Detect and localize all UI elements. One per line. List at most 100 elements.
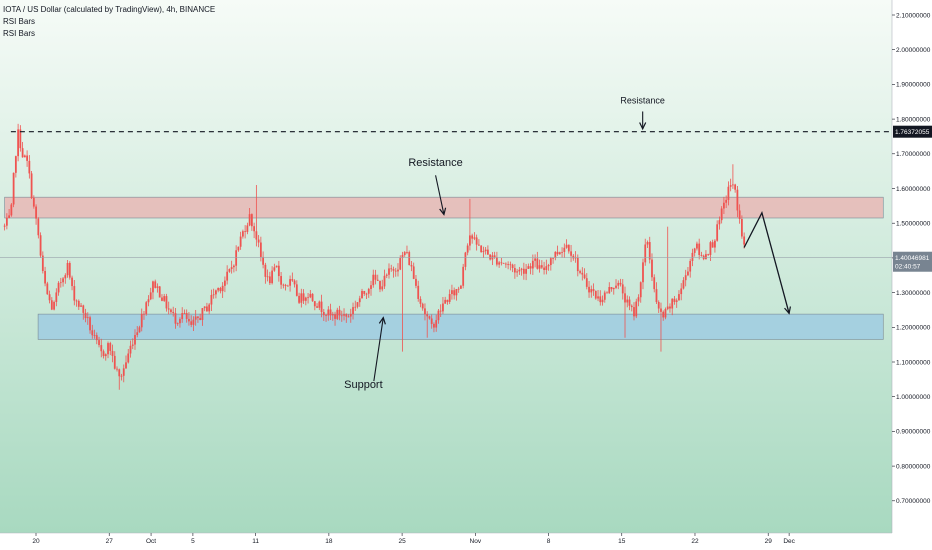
- candle-body: [172, 311, 175, 314]
- candle: [606, 291, 608, 294]
- candle: [26, 150, 28, 167]
- candle-body: [433, 323, 435, 328]
- candle: [655, 282, 658, 304]
- candle: [597, 290, 599, 302]
- candle: [540, 260, 543, 270]
- candle-body: [684, 275, 687, 281]
- candle-body: [325, 315, 327, 317]
- candle-body: [80, 305, 82, 307]
- candle-body: [738, 210, 741, 220]
- candle: [608, 282, 611, 294]
- candle: [648, 236, 651, 264]
- candle-body: [428, 316, 431, 319]
- candle-body: [442, 303, 444, 312]
- candle: [176, 322, 179, 326]
- candle: [588, 281, 590, 298]
- candle: [199, 313, 202, 321]
- candle-body: [273, 267, 276, 271]
- candle-body: [648, 242, 651, 260]
- candle: [549, 256, 552, 271]
- candle: [44, 266, 46, 287]
- candle: [116, 366, 118, 372]
- candle: [684, 269, 687, 287]
- candle: [522, 262, 525, 280]
- candle-body: [383, 275, 386, 287]
- time-tick-label: 20: [32, 538, 40, 545]
- candle-body: [253, 226, 256, 232]
- indicator-label-2[interactable]: RSI Bars: [3, 29, 36, 38]
- indicator-label-1[interactable]: RSI Bars: [3, 17, 36, 26]
- candle: [298, 292, 300, 304]
- candle-body: [179, 319, 181, 324]
- candle-body: [284, 284, 287, 286]
- candle-body: [379, 280, 381, 290]
- candle: [439, 304, 442, 318]
- candle: [385, 273, 388, 279]
- candle-body: [698, 243, 701, 255]
- candle-body: [594, 290, 597, 299]
- candle-body: [471, 235, 474, 239]
- candle: [325, 313, 327, 322]
- candle-body: [95, 335, 98, 341]
- candle-body: [484, 249, 487, 252]
- candle: [73, 279, 76, 306]
- candle-body: [55, 292, 58, 302]
- candle-body: [664, 309, 667, 318]
- candle-body: [311, 293, 314, 302]
- candle: [707, 253, 710, 257]
- candle-body: [410, 265, 413, 267]
- candle: [552, 257, 554, 264]
- price-tick-label: 1.70000000: [896, 151, 931, 158]
- candle: [381, 279, 384, 292]
- candle-body: [365, 293, 368, 295]
- candle-body: [376, 279, 379, 281]
- candle-body: [520, 268, 523, 270]
- candle-body: [201, 308, 204, 320]
- candle-body: [161, 297, 163, 301]
- candle-body: [44, 271, 46, 284]
- candle-body: [340, 315, 343, 317]
- candle-body: [239, 236, 242, 247]
- candle-body: [199, 317, 202, 320]
- candle-body: [302, 293, 305, 301]
- candle: [289, 275, 291, 292]
- candle-body: [743, 236, 746, 245]
- candle-body: [170, 309, 172, 312]
- candle: [410, 260, 413, 272]
- candle: [55, 288, 58, 307]
- candle: [734, 183, 737, 193]
- candle-body: [282, 284, 285, 286]
- candle: [140, 308, 143, 332]
- candle: [419, 296, 422, 308]
- annotation-arrowhead: [639, 122, 647, 131]
- candle: [635, 298, 638, 319]
- candle: [286, 284, 289, 287]
- candle-body: [619, 282, 622, 285]
- candle: [136, 326, 139, 338]
- candle-body: [64, 275, 67, 279]
- candle-body: [257, 239, 260, 243]
- candle: [266, 269, 269, 282]
- candle-body: [397, 269, 399, 272]
- candle: [545, 259, 548, 275]
- candle: [511, 263, 514, 273]
- candle: [630, 304, 633, 312]
- candle-body: [59, 282, 62, 284]
- candle-body: [403, 252, 406, 256]
- candle-body: [561, 251, 563, 253]
- candle: [475, 234, 478, 251]
- candle: [352, 302, 354, 320]
- candle: [406, 245, 408, 255]
- candle: [725, 195, 728, 209]
- candle-body: [639, 282, 642, 298]
- candle-body: [372, 274, 375, 286]
- candle-body: [516, 271, 519, 273]
- annotation-mid: Resistance: [408, 157, 462, 169]
- candle: [268, 271, 271, 285]
- candle: [442, 297, 444, 314]
- candle-body: [277, 265, 280, 277]
- candle: [543, 261, 545, 275]
- candle: [460, 284, 462, 290]
- candle-body: [462, 266, 465, 286]
